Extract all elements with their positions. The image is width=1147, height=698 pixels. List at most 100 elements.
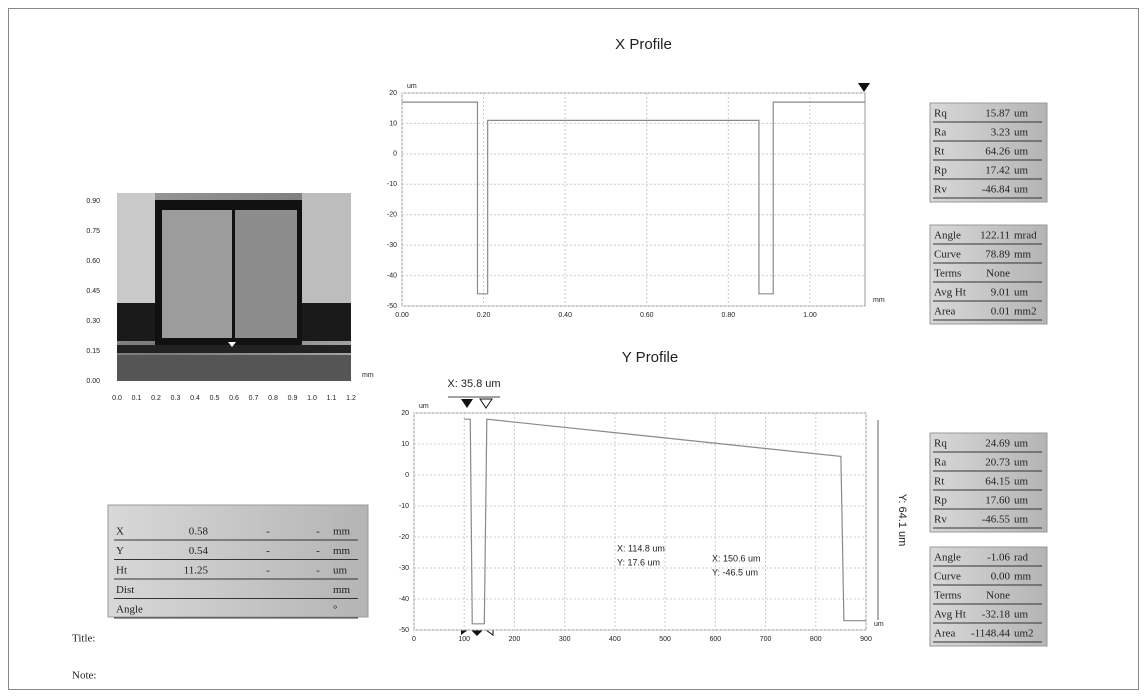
annotation: Y: 17.6 um <box>617 557 660 567</box>
y-tick-label: -50 <box>387 303 397 310</box>
stat-label: Ra <box>934 127 946 139</box>
cursor-cell: mm <box>333 526 351 538</box>
y-tick-label: 20 <box>389 90 397 97</box>
stat-label: Avg Ht <box>934 609 966 621</box>
x-tick-label: 0.20 <box>477 312 491 319</box>
image-x-tick: 0.2 <box>151 395 161 402</box>
stat-unit: um <box>1014 127 1029 139</box>
stat-value: 20.73 <box>985 457 1010 469</box>
stat-value: 0.01 <box>991 306 1010 318</box>
stat-label: Rt <box>934 476 944 488</box>
image-x-tick: 0.7 <box>249 395 259 402</box>
image-x-tick: 0.1 <box>132 395 142 402</box>
annotation: Y: 64.1 um <box>896 494 908 547</box>
stat-unit: mrad <box>1014 230 1037 242</box>
y-tick-label: -50 <box>399 627 409 634</box>
stat-unit: um <box>1014 165 1029 177</box>
cursor-cell: mm <box>333 584 351 596</box>
stat-unit: um <box>1014 146 1029 158</box>
image-x-tick: 0.8 <box>268 395 278 402</box>
cursor-cell: Angle <box>116 604 143 616</box>
cursor-cell: Ht <box>116 565 127 577</box>
stat-value: -1148.44 <box>971 628 1011 640</box>
stat-label: Area <box>934 628 955 640</box>
plot-area <box>402 93 865 306</box>
stat-label: Rp <box>934 165 947 177</box>
image-x-tick: 0.3 <box>171 395 181 402</box>
image-x-tick: 0.9 <box>288 395 298 402</box>
stat-unit: um <box>1014 287 1029 299</box>
cursor-cell: - <box>266 526 270 538</box>
stat-value: 9.01 <box>991 287 1010 299</box>
image-y-tick: 0.00 <box>86 378 100 385</box>
stat-value: 15.87 <box>985 108 1010 120</box>
stat-value: 0.00 <box>991 571 1011 583</box>
image-x-tick: 1.2 <box>346 395 356 402</box>
cursor-cell: 0.58 <box>189 526 209 538</box>
y-tick-label: -40 <box>399 596 409 603</box>
stat-unit: um <box>1014 514 1029 526</box>
stat-value: -46.84 <box>982 184 1011 196</box>
stat-unit: um <box>1014 184 1029 196</box>
stat-unit: um <box>1014 108 1029 120</box>
stat-label: Avg Ht <box>934 287 966 299</box>
cursor-cell: Dist <box>116 584 134 596</box>
x-tick-label: 900 <box>860 636 872 643</box>
y-tick-label: -10 <box>399 503 409 510</box>
image-x-tick: 0.4 <box>190 395 200 402</box>
x-tick-label: 200 <box>509 636 521 643</box>
stat-value: 3.23 <box>991 127 1011 139</box>
stat-unit: mm <box>1014 571 1032 583</box>
note-label: Note: <box>72 670 96 682</box>
image-y-tick: 0.30 <box>86 318 100 325</box>
stat-label: Angle <box>934 230 961 242</box>
x-tick-label: 300 <box>559 636 571 643</box>
x-tick-label: 0.80 <box>722 312 736 319</box>
cursor-cell: um <box>333 565 348 577</box>
height-map <box>117 193 351 381</box>
y-tick-label: -40 <box>387 272 397 279</box>
image-y-tick: 0.60 <box>86 258 100 265</box>
annotation: X: 35.8 um <box>447 378 500 390</box>
x-tick-label: 0.40 <box>558 312 572 319</box>
stat-label: Rv <box>934 514 947 526</box>
stat-label: Rq <box>934 438 947 450</box>
cursor-cell: Y <box>116 545 124 557</box>
y-tick-label: 0 <box>393 151 397 158</box>
title-label: Title: <box>72 633 95 645</box>
stat-value: None <box>986 590 1010 602</box>
cursor-cell: - <box>266 545 270 557</box>
report: Title: Note: 0.900.750.600.450.300.150.0… <box>0 0 1147 698</box>
y-tick-label: 10 <box>401 441 409 448</box>
plot-area <box>414 413 866 630</box>
x-tick-label: 600 <box>709 636 721 643</box>
stat-label: Area <box>934 306 955 318</box>
y-tick-label: 20 <box>401 410 409 417</box>
image-x-tick: 0.5 <box>210 395 220 402</box>
cursor-cell: - <box>316 565 320 577</box>
stat-unit: mm <box>1014 249 1032 261</box>
stat-value: None <box>986 268 1010 280</box>
y-tick-label: 10 <box>389 120 397 127</box>
stat-label: Curve <box>934 571 961 583</box>
stat-unit: um <box>1014 438 1029 450</box>
y-tick-label: -20 <box>387 212 397 219</box>
image-y-tick: 0.15 <box>86 348 100 355</box>
stat-label: Terms <box>934 590 961 602</box>
image-x-tick: 0.0 <box>112 395 122 402</box>
stat-label: Terms <box>934 268 961 280</box>
stat-value: -1.06 <box>987 552 1010 564</box>
stat-unit: mm2 <box>1014 306 1037 318</box>
x-tick-label: 0 <box>412 636 416 643</box>
stat-label: Rt <box>934 146 944 158</box>
stat-unit: um <box>1014 495 1029 507</box>
stat-value: 24.69 <box>985 438 1010 450</box>
stat-unit: um <box>1014 476 1029 488</box>
stat-value: 64.15 <box>985 476 1010 488</box>
y-unit: um <box>419 403 429 410</box>
chart-title: Y Profile <box>622 349 678 366</box>
stat-unit: um2 <box>1014 628 1034 640</box>
cursor-cell: 11.25 <box>184 565 209 577</box>
x-tick-label: 100 <box>458 636 470 643</box>
stat-label: Curve <box>934 249 961 261</box>
